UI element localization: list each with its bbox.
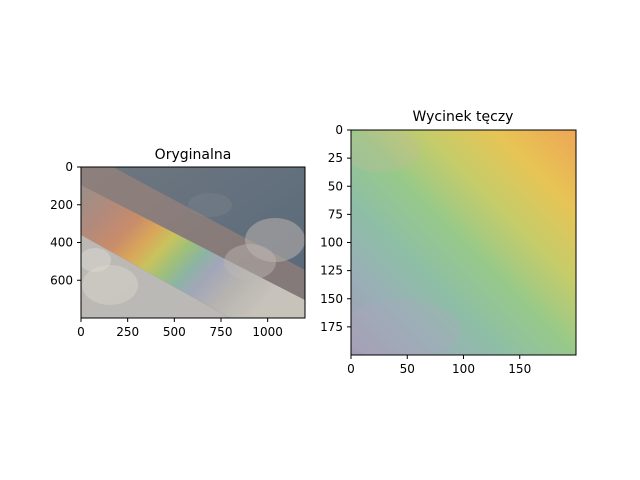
y-tick-label-original: 200 [50, 198, 73, 212]
x-tick-label-original: 0 [77, 325, 85, 339]
y-tick-label-original: 0 [65, 160, 73, 174]
x-tick-label-crop: 150 [508, 362, 531, 376]
x-tick-label-original: 750 [210, 325, 233, 339]
x-tick-label-original: 250 [116, 325, 139, 339]
ticks-original: 0 250 500 750 1000 0 200 400 600 [50, 160, 283, 339]
image-crop [351, 130, 576, 355]
y-tick-label-crop: 75 [328, 207, 343, 221]
panel-title-crop: Wycinek tęczy [413, 109, 514, 125]
axes-crop: Wycinek tęczy 0 50 100 150 0 25 50 75 100 125 150 1… [320, 109, 577, 376]
x-tick-label-crop: 0 [347, 362, 355, 376]
y-tick-label-crop: 100 [320, 236, 343, 250]
y-tick-label-crop: 150 [320, 292, 343, 306]
axes-original: Oryginalna 0 250 500 750 1000 0 200 400 600 [50, 147, 306, 339]
x-tick-label-crop: 50 [400, 362, 415, 376]
image-original [81, 167, 305, 318]
y-tick-label-crop: 125 [320, 264, 343, 278]
x-tick-label-original: 1000 [252, 325, 283, 339]
y-tick-label-crop: 50 [328, 179, 343, 193]
ticks-crop: 0 50 100 150 0 25 50 75 100 125 150 175 [320, 123, 531, 376]
y-tick-label-crop: 175 [320, 320, 343, 334]
y-tick-label-original: 600 [50, 273, 73, 287]
panel-title-original: Oryginalna [155, 147, 232, 163]
y-tick-label-original: 400 [50, 236, 73, 250]
x-tick-label-crop: 100 [452, 362, 475, 376]
y-tick-label-crop: 25 [328, 151, 343, 165]
y-tick-label-crop: 0 [335, 123, 343, 137]
x-tick-label-original: 500 [163, 325, 186, 339]
